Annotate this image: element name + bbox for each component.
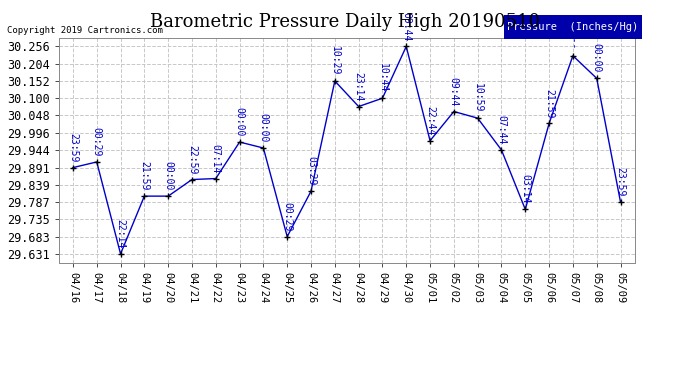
Text: Barometric Pressure Daily High 20190510: Barometric Pressure Daily High 20190510	[150, 13, 540, 31]
Text: 03:14: 03:14	[520, 174, 531, 204]
Text: 21:59: 21:59	[139, 161, 149, 190]
Text: 00:00: 00:00	[258, 113, 268, 142]
Text: 23:59: 23:59	[68, 133, 78, 162]
Text: Copyright 2019 Cartronics.com: Copyright 2019 Cartronics.com	[7, 26, 163, 35]
Text: 22:14: 22:14	[115, 219, 126, 248]
Text: 09:44: 09:44	[402, 12, 411, 41]
Text: 10:59: 10:59	[473, 83, 483, 112]
Text: 00:00: 00:00	[163, 161, 173, 190]
Text: 10:29: 10:29	[330, 46, 339, 75]
Text: 00:29: 00:29	[282, 202, 292, 231]
Text: 00:00: 00:00	[592, 44, 602, 73]
Text: 10:44: 10:44	[377, 63, 388, 93]
Text: Pressure  (Inches/Hg): Pressure (Inches/Hg)	[507, 22, 638, 32]
Text: 00:00: 00:00	[235, 107, 244, 136]
Text: 07:14: 07:14	[210, 144, 221, 173]
Text: 22:44: 22:44	[425, 106, 435, 135]
Text: 21:59: 21:59	[544, 88, 554, 118]
Text: 23:14: 23:14	[354, 72, 364, 101]
Text: 23:59: 23:59	[615, 167, 626, 196]
Text: 07:44: 07:44	[497, 115, 506, 144]
Text: 09:44: 09:44	[449, 76, 459, 106]
Text: 22:59: 22:59	[187, 145, 197, 174]
Text: 03:29: 03:29	[306, 156, 316, 186]
Text: 12:--: 12:--	[568, 21, 578, 50]
Text: 00:29: 00:29	[92, 127, 101, 156]
